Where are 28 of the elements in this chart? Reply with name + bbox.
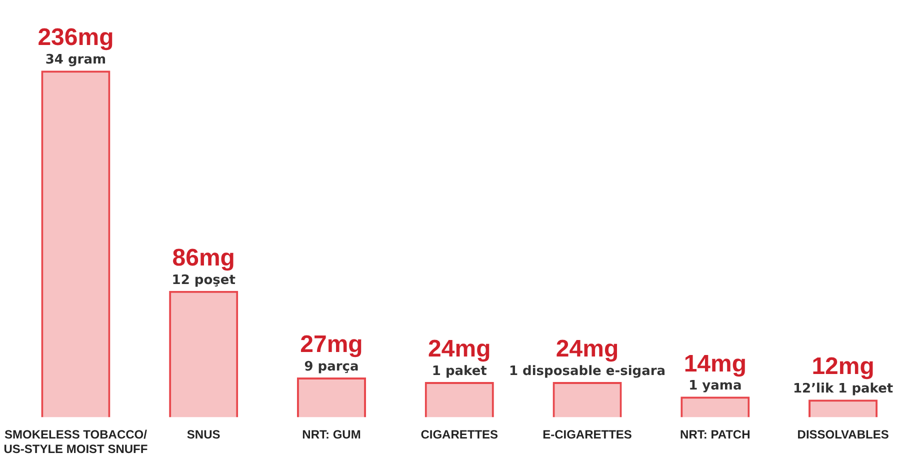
annotation: 34 gram [45, 52, 106, 68]
x-tick-label: NRT: PATCH [680, 428, 750, 442]
data-label: 86mg [172, 244, 235, 272]
bar [808, 400, 878, 418]
data-label: 12mg [812, 353, 874, 380]
x-tick-label: SMOKELESS TOBACCO/ US-STYLE MOIST SNUFF [4, 428, 148, 456]
x-tick-label: SNUS [186, 428, 220, 442]
data-label: 24mg [428, 336, 491, 363]
x-tick-label: DISSOLVABLES [797, 428, 889, 442]
bar [680, 396, 750, 418]
annotation: 1 disposable e-sigara [508, 364, 666, 379]
x-tick-label: NRT: GUM [302, 428, 361, 442]
annotation: 12 poşet [172, 272, 236, 288]
data-label: 236mg [38, 24, 114, 52]
bar [296, 378, 366, 418]
data-label: 14mg [684, 350, 747, 378]
annotation: 9 parça [304, 359, 359, 374]
data-label: 27mg [300, 331, 363, 358]
annotation: 12’lik 1 paket [793, 381, 894, 396]
annotation: 1 paket [432, 364, 487, 379]
bar [424, 382, 494, 418]
bar [552, 382, 622, 418]
bar [41, 70, 110, 418]
data-label: 24mg [556, 336, 619, 363]
x-tick-label: CIGARETTES [420, 428, 498, 442]
x-tick-label: E-CIGARETTES [542, 428, 632, 442]
bar [169, 290, 238, 418]
annotation: 1 yama [688, 378, 742, 394]
